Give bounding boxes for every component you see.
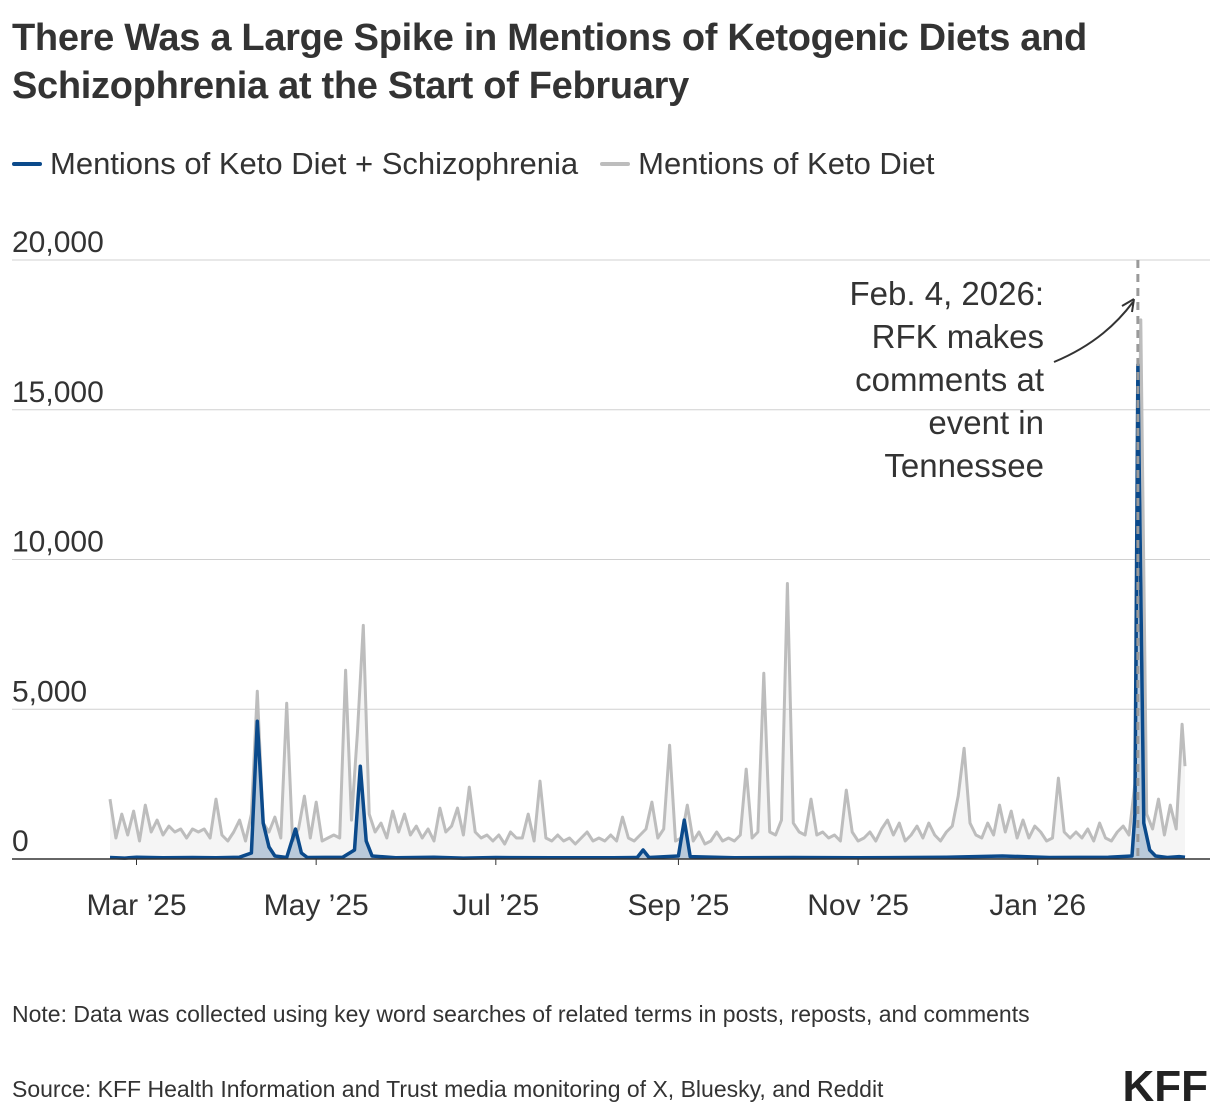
y-tick-label: 15,000 [12,376,104,409]
legend-swatch-keto [600,162,631,166]
y-tick-label: 0 [12,825,29,858]
x-tick-label: Jan ’26 [989,889,1086,922]
y-tick-label: 5,000 [12,675,87,708]
series-line-keto [108,318,1187,846]
annotation-text: event in [928,404,1044,441]
series-area-keto [110,319,1185,859]
series-line-keto-schizophrenia [109,363,1186,860]
legend-item-keto: Mentions of Keto Diet [600,146,935,182]
legend-label-keto-schizophrenia: Mentions of Keto Diet + Schizophrenia [50,146,579,181]
y-tick-label: 20,000 [12,226,104,259]
chart-note: Note: Data was collected using key word … [12,1001,1030,1027]
annotation-text: comments at [855,361,1044,398]
annotation-text: Tennessee [884,447,1044,484]
x-tick-label: May ’25 [264,889,369,922]
legend-label-keto: Mentions of Keto Diet [638,146,935,181]
legend: Mentions of Keto Diet + Schizophrenia Me… [12,146,957,182]
chart-source: Source: KFF Health Information and Trust… [12,1076,884,1102]
x-tick-label: Nov ’25 [807,889,909,922]
annotation-arrow [1053,301,1134,363]
x-tick-label: Sep ’25 [628,889,730,922]
kff-logo: KFF [1122,1062,1208,1111]
legend-swatch-keto-schizophrenia [12,162,42,166]
x-tick-label: Mar ’25 [86,889,186,922]
annotation-arrowhead [1121,298,1135,313]
legend-item-keto-schizophrenia: Mentions of Keto Diet + Schizophrenia [12,146,578,182]
y-tick-label: 10,000 [12,526,104,559]
annotation-text: Feb. 4, 2026: [850,275,1044,312]
chart-title: There Was a Large Spike in Mentions of K… [12,17,1087,107]
annotation-text: RFK makes [872,318,1044,355]
chart-plot: 0 5,000 10,000 15,000 20,000 Mar ’25 May ’25 Ju… [12,226,1210,922]
x-tick-label: Jul ’25 [452,889,539,922]
